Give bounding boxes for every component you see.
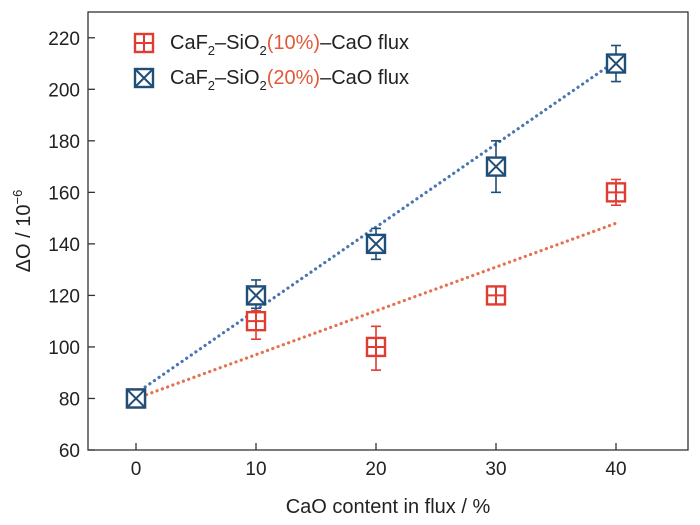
- legend-marker-shape: [133, 32, 155, 54]
- y-tick-label: 180: [48, 132, 80, 153]
- y-tick-label: 200: [48, 80, 80, 101]
- data-point: [605, 182, 627, 203]
- data-point: [245, 285, 267, 306]
- data-point: [485, 156, 507, 177]
- y-tick-label: 100: [48, 338, 80, 359]
- y-tick-label: 120: [48, 286, 80, 307]
- legend-marker-square-plus: [133, 32, 155, 54]
- legend: CaF2–SiO2(10%)–CaO flux CaF2–SiO2(20%)–C…: [133, 32, 409, 93]
- y-axis-ticks: 60 80 100 120 140 160 180 200 220: [48, 29, 95, 462]
- y-axis-title: ΔO / 10−6: [10, 190, 35, 273]
- data-point: [365, 233, 387, 255]
- y-axis-title-main: ΔO / 10: [13, 204, 35, 272]
- y-axis-title-exponent: −6: [10, 190, 25, 205]
- legend-label-series-2: CaF2–SiO2(20%)–CaO flux: [170, 67, 409, 93]
- plot-frame: [87, 11, 689, 451]
- x-axis-title: CaO content in flux / %: [286, 496, 491, 518]
- y-tick-label: 60: [59, 441, 80, 462]
- x-tick-label: 10: [245, 459, 266, 480]
- x-tick-label: 20: [365, 459, 386, 480]
- data-point: [485, 285, 507, 306]
- fit-lines: [134, 59, 618, 401]
- y-tick-label: 80: [59, 389, 80, 410]
- data-point: [125, 388, 147, 409]
- legend-marker-square-x: [133, 67, 155, 89]
- data-point: [245, 310, 267, 332]
- data-point: [365, 336, 387, 358]
- legend-marker-shape: [133, 67, 155, 89]
- x-tick-label: 30: [485, 459, 506, 480]
- fit-line-series-1: [134, 221, 618, 401]
- data-point: [605, 53, 627, 74]
- fit-line-series-2: [134, 59, 618, 395]
- y-tick-label: 160: [48, 183, 80, 204]
- y-tick-label: 220: [48, 29, 80, 50]
- legend-label-series-1: CaF2–SiO2(10%)–CaO flux: [170, 32, 409, 58]
- legend-item-series-2: CaF2–SiO2(20%)–CaO flux: [133, 67, 409, 93]
- data-markers: [125, 53, 627, 409]
- y-tick-label: 140: [48, 235, 80, 256]
- legend-item-series-1: CaF2–SiO2(10%)–CaO flux: [133, 32, 409, 58]
- x-tick-label: 0: [131, 459, 142, 480]
- x-axis-ticks: 0 10 20 30 40: [131, 443, 627, 480]
- x-tick-label: 40: [605, 459, 626, 480]
